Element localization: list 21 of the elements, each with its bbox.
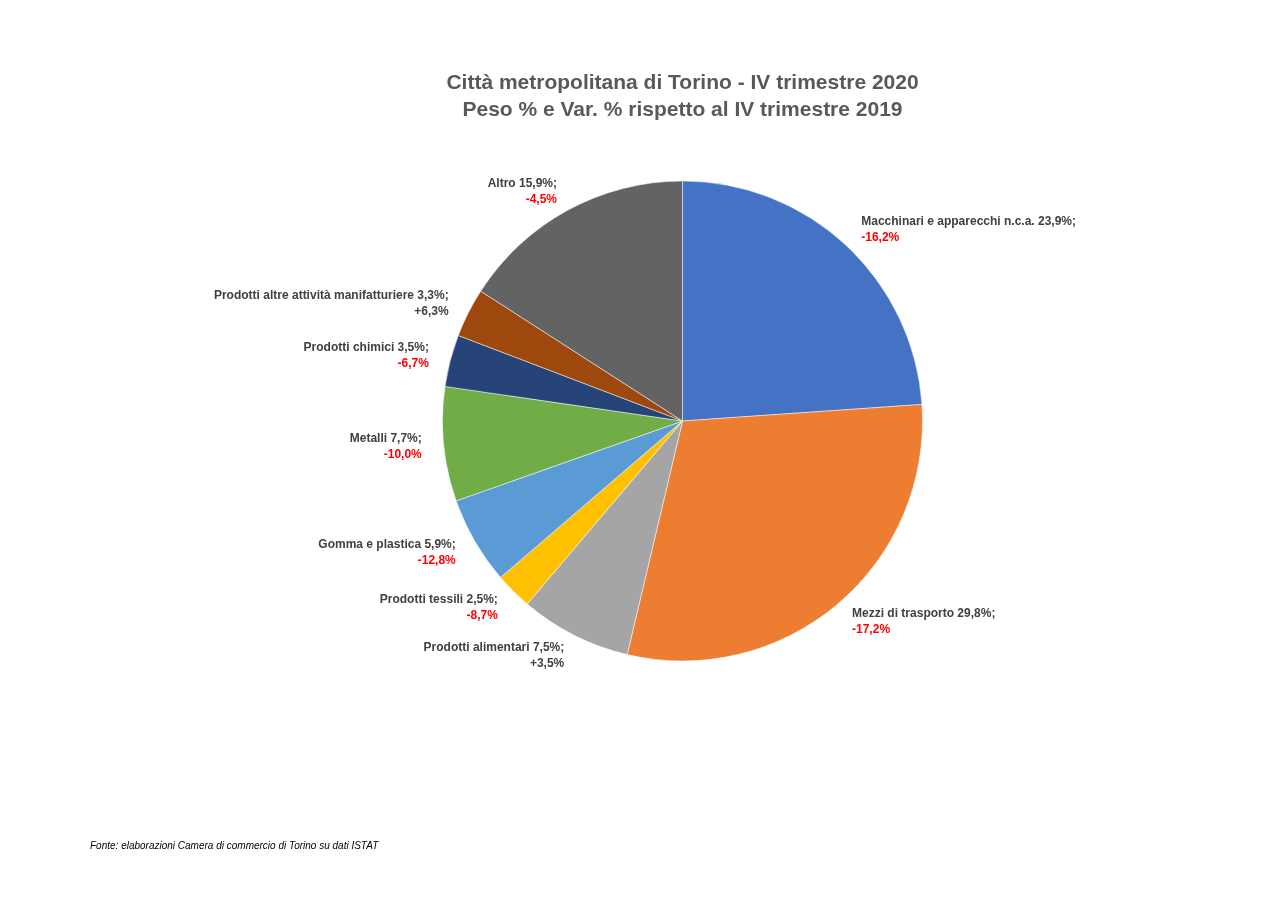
chart-title: Città metropolitana di Torino - IV trimestre 2020 [446, 70, 919, 93]
text: -17,2% [852, 621, 891, 636]
chart-subtitle: Peso % e Var. % rispetto al IV trimestre 2019 [462, 97, 903, 120]
text: -4,5% [525, 192, 557, 207]
slice-label: Metalli 7,7%; [349, 431, 422, 446]
slice-label: Altro 15,9%; [487, 176, 557, 191]
slice-label: Prodotti altre attività manifatturiere 3,3%; [213, 287, 449, 302]
text: +6,3% [414, 303, 449, 318]
text: -12,8% [417, 553, 456, 568]
text: -10,0% [383, 447, 422, 462]
text: -6,7% [397, 356, 429, 371]
slice-label: Prodotti tessili 2,5%; [379, 591, 498, 606]
slice-label: Prodotti chimici 3,5%; [303, 340, 429, 355]
slice-label: Prodotti alimentari 7,5%; [423, 639, 565, 654]
slice-label: Gomma e plastica 5,9%; [318, 537, 456, 552]
text: -8,7% [466, 607, 498, 622]
text: +3,5% [529, 655, 565, 670]
slice-label: Mezzi di trasporto 29,8%; [852, 605, 996, 620]
source-note: Fonte: elaborazioni Camera di commercio di Torino su dati ISTAT [90, 840, 380, 851]
text: -16,2% [861, 230, 900, 245]
slice-label: Macchinari e apparecchi n.c.a. 23,9%; [861, 214, 1077, 229]
